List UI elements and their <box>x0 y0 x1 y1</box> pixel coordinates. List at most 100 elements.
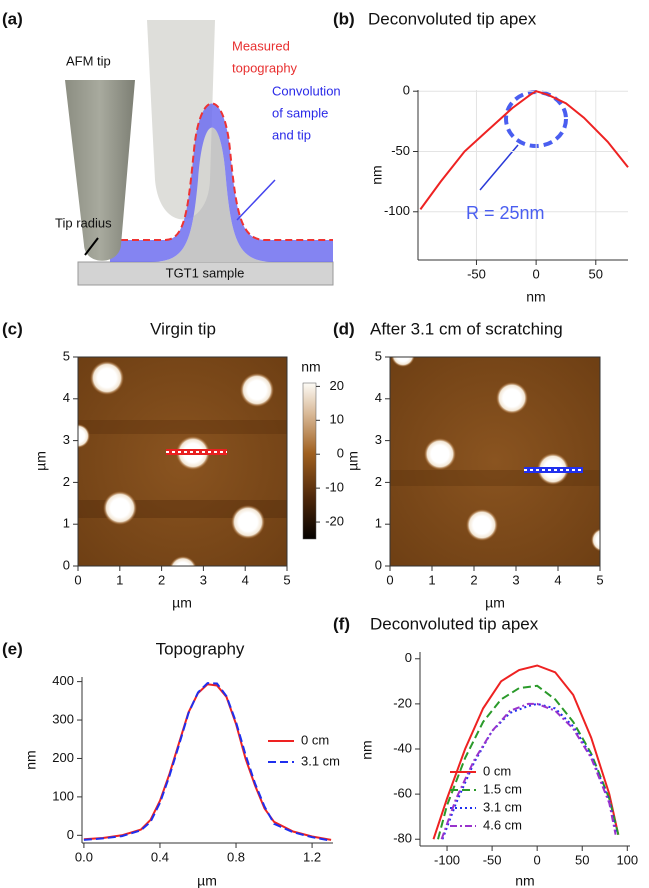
y-tick-label: -100 <box>384 203 410 218</box>
x-tick-label: 4 <box>554 572 561 587</box>
y-tick-label: -80 <box>393 831 412 846</box>
y-tick-label: -60 <box>393 786 412 801</box>
x-axis-label: µm <box>485 595 505 611</box>
x-axis-label: µm <box>172 595 192 611</box>
x-tick-label: 0.8 <box>227 849 245 864</box>
series-line <box>432 664 620 840</box>
panel-label: (b) <box>333 9 355 28</box>
convolution-region <box>110 103 333 262</box>
radius-pointer <box>84 237 99 256</box>
y-axis-label: nm <box>369 165 385 184</box>
x-tick-label: -50 <box>483 852 502 867</box>
y-tick-label: 0 <box>63 557 70 572</box>
y-tick-label: 0 <box>67 827 74 842</box>
convolution-pointer <box>236 179 276 221</box>
y-tick-label: 0 <box>403 83 410 98</box>
x-tick-label: 4 <box>242 572 249 587</box>
x-tick-label: 3 <box>200 572 207 587</box>
x-axis-label: µm <box>197 873 217 888</box>
y-tick-label: 400 <box>52 673 74 688</box>
legend-label: 4.6 cm <box>483 817 522 832</box>
y-tick-label: 5 <box>375 348 382 363</box>
tip-label: AFM tip <box>66 53 111 68</box>
y-axis-label: µm <box>33 451 49 471</box>
x-tick-label: 50 <box>589 266 603 281</box>
y-axis-label: nm <box>359 740 375 759</box>
series-line <box>437 684 620 840</box>
y-tick-label: 4 <box>63 390 70 405</box>
y-tick-label: 2 <box>63 474 70 489</box>
x-tick-label: 3 <box>512 572 519 587</box>
y-tick-label: 200 <box>52 750 74 765</box>
convolution-label: of sample <box>272 105 328 120</box>
x-tick-label: 1 <box>428 572 435 587</box>
chart-title: Deconvoluted tip apex <box>368 9 537 28</box>
sample-label: TGT1 sample <box>166 265 245 280</box>
colorbar-tick-label: -20 <box>325 513 344 528</box>
sample-feature <box>150 127 275 262</box>
series-line <box>440 702 617 840</box>
y-tick-label: 100 <box>52 788 74 803</box>
x-tick-label: 5 <box>283 572 290 587</box>
panel-label: (f) <box>333 614 350 633</box>
y-tick-label: -20 <box>393 695 412 710</box>
image-frame <box>389 356 601 567</box>
x-axis-label: nm <box>515 873 534 888</box>
x-tick-label: 100 <box>616 852 638 867</box>
y-tick-label: 0 <box>405 650 412 665</box>
colorbar-tick-label: 10 <box>330 412 344 427</box>
y-axis-label: nm <box>23 750 39 769</box>
annotation-pointer <box>479 144 519 191</box>
measured-label: topography <box>232 60 298 75</box>
y-tick-label: 2 <box>375 474 382 489</box>
legend-label: 1.5 cm <box>483 781 522 796</box>
panel-label: (a) <box>2 9 23 28</box>
series-line <box>441 702 618 840</box>
x-tick-label: 0.0 <box>75 849 93 864</box>
image-frame <box>77 356 288 567</box>
y-tick-label: 4 <box>375 390 382 405</box>
afm-tip <box>65 80 135 261</box>
x-tick-label: 0 <box>534 852 541 867</box>
annotation: R = 25nm <box>466 203 545 223</box>
x-tick-label: 0 <box>74 572 81 587</box>
colorbar-tick-label: -10 <box>325 480 344 495</box>
chart-title: After 3.1 cm of scratching <box>370 319 563 338</box>
afm-image <box>78 357 287 566</box>
x-tick-label: 2 <box>470 572 477 587</box>
measured-label: Measured <box>232 38 290 53</box>
panel-label: (c) <box>2 319 23 338</box>
x-tick-label: -100 <box>434 852 460 867</box>
y-tick-label: -40 <box>393 740 412 755</box>
y-tick-label: 1 <box>375 516 382 531</box>
x-tick-label: 0 <box>386 572 393 587</box>
panel-label: (e) <box>2 639 23 658</box>
x-tick-label: 0.4 <box>151 849 169 864</box>
y-axis-label: µm <box>345 451 361 471</box>
x-tick-label: 50 <box>575 852 589 867</box>
x-tick-label: 1 <box>116 572 123 587</box>
colorbar-tick-label: 20 <box>330 378 344 393</box>
y-tick-label: -50 <box>391 143 410 158</box>
measured-outline <box>110 102 333 241</box>
panel-label: (d) <box>333 319 355 338</box>
y-tick-label: 5 <box>63 348 70 363</box>
x-tick-label: 5 <box>596 572 603 587</box>
chart-title: Virgin tip <box>150 319 216 338</box>
x-tick-label: 0 <box>533 266 540 281</box>
legend-label: 3.1 cm <box>483 799 522 814</box>
y-tick-label: 3 <box>375 432 382 447</box>
convolution-label: Convolution <box>272 83 341 98</box>
y-tick-label: 0 <box>375 557 382 572</box>
y-tick-label: 3 <box>63 432 70 447</box>
radius-label: Tip radius <box>55 215 112 230</box>
series-line <box>83 682 332 842</box>
colorbar-tick-label: 0 <box>337 446 344 461</box>
y-tick-label: 1 <box>63 516 70 531</box>
series-line <box>419 90 629 210</box>
x-tick-label: 2 <box>158 572 165 587</box>
diagram: (a) AFM tip Measured topography Convolut… <box>2 9 341 286</box>
afm-image <box>390 357 600 566</box>
